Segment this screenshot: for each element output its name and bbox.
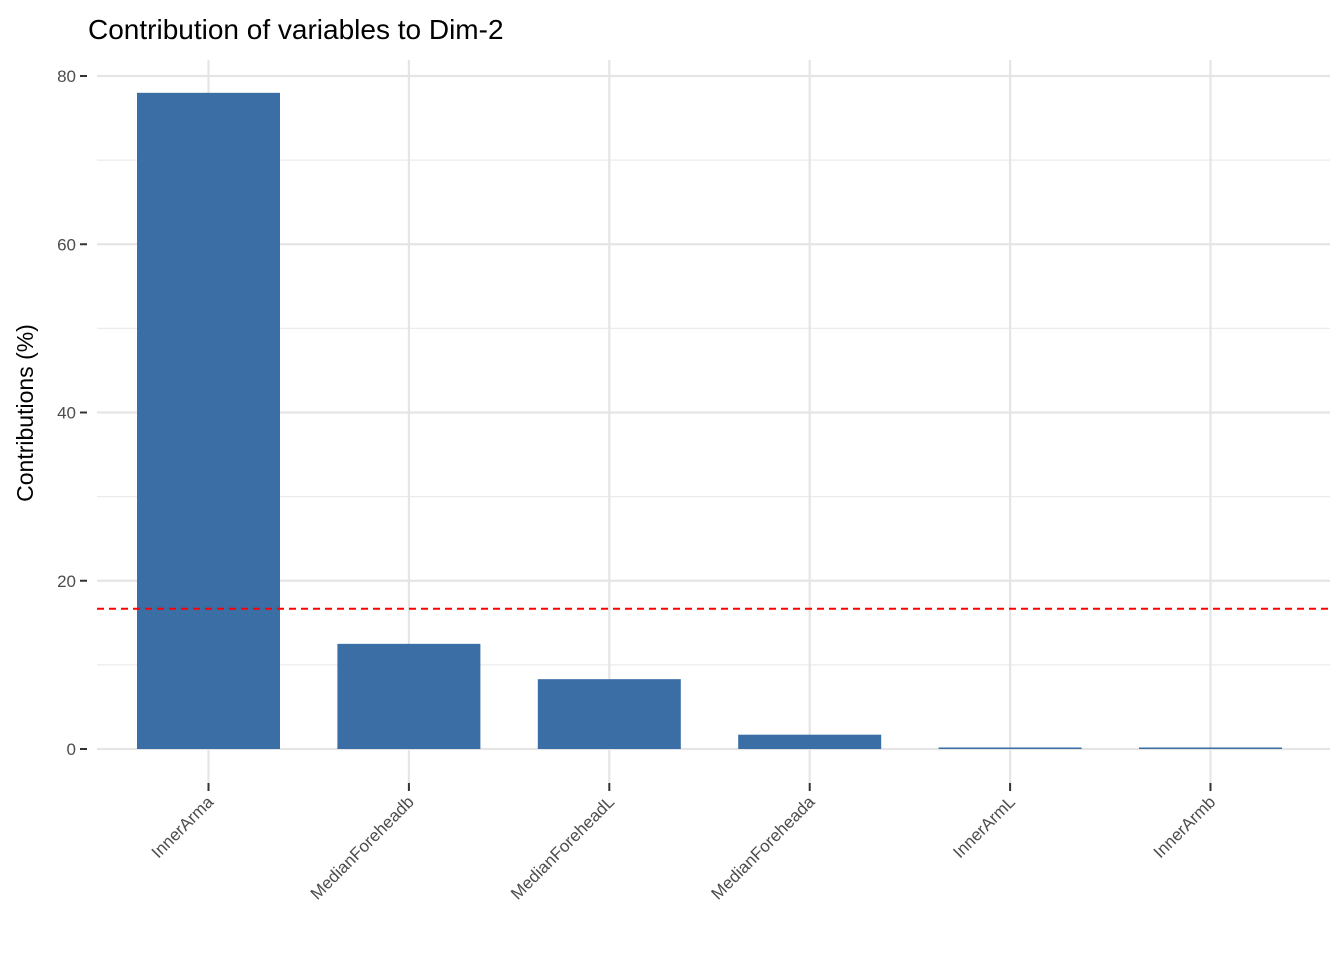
x-tick-label: InnerArma bbox=[148, 792, 218, 862]
y-tick-label: 40 bbox=[57, 404, 76, 423]
x-tick-label: InnerArmL bbox=[949, 792, 1019, 862]
x-tick-label: MedianForeheadb bbox=[307, 792, 418, 903]
bar-InnerArma bbox=[137, 92, 280, 749]
bar-InnerArmL bbox=[938, 747, 1082, 749]
x-tick-label: MedianForeheadL bbox=[507, 792, 618, 903]
bar-MedianForeheada bbox=[738, 734, 882, 749]
bar-InnerArmb bbox=[1139, 747, 1282, 749]
chart-title: Contribution of variables to Dim-2 bbox=[88, 14, 504, 45]
grid bbox=[97, 60, 1330, 783]
y-tick-label: 0 bbox=[67, 740, 76, 759]
y-tick-label: 20 bbox=[57, 572, 76, 591]
y-tick-label: 80 bbox=[57, 67, 76, 86]
x-tick-label: MedianForeheada bbox=[708, 792, 819, 903]
y-tick-label: 60 bbox=[57, 235, 76, 254]
x-tick-label: InnerArmb bbox=[1150, 792, 1220, 862]
bars bbox=[137, 92, 1282, 749]
bar-MedianForeheadL bbox=[537, 679, 681, 749]
x-axis: InnerArma MedianForeheadb MedianForeheadL M… bbox=[148, 783, 1220, 903]
y-axis: 0 20 40 60 80 bbox=[57, 67, 87, 759]
bar-MedianForeheadb bbox=[337, 643, 481, 749]
y-axis-label: Contributions (%) bbox=[12, 324, 38, 502]
